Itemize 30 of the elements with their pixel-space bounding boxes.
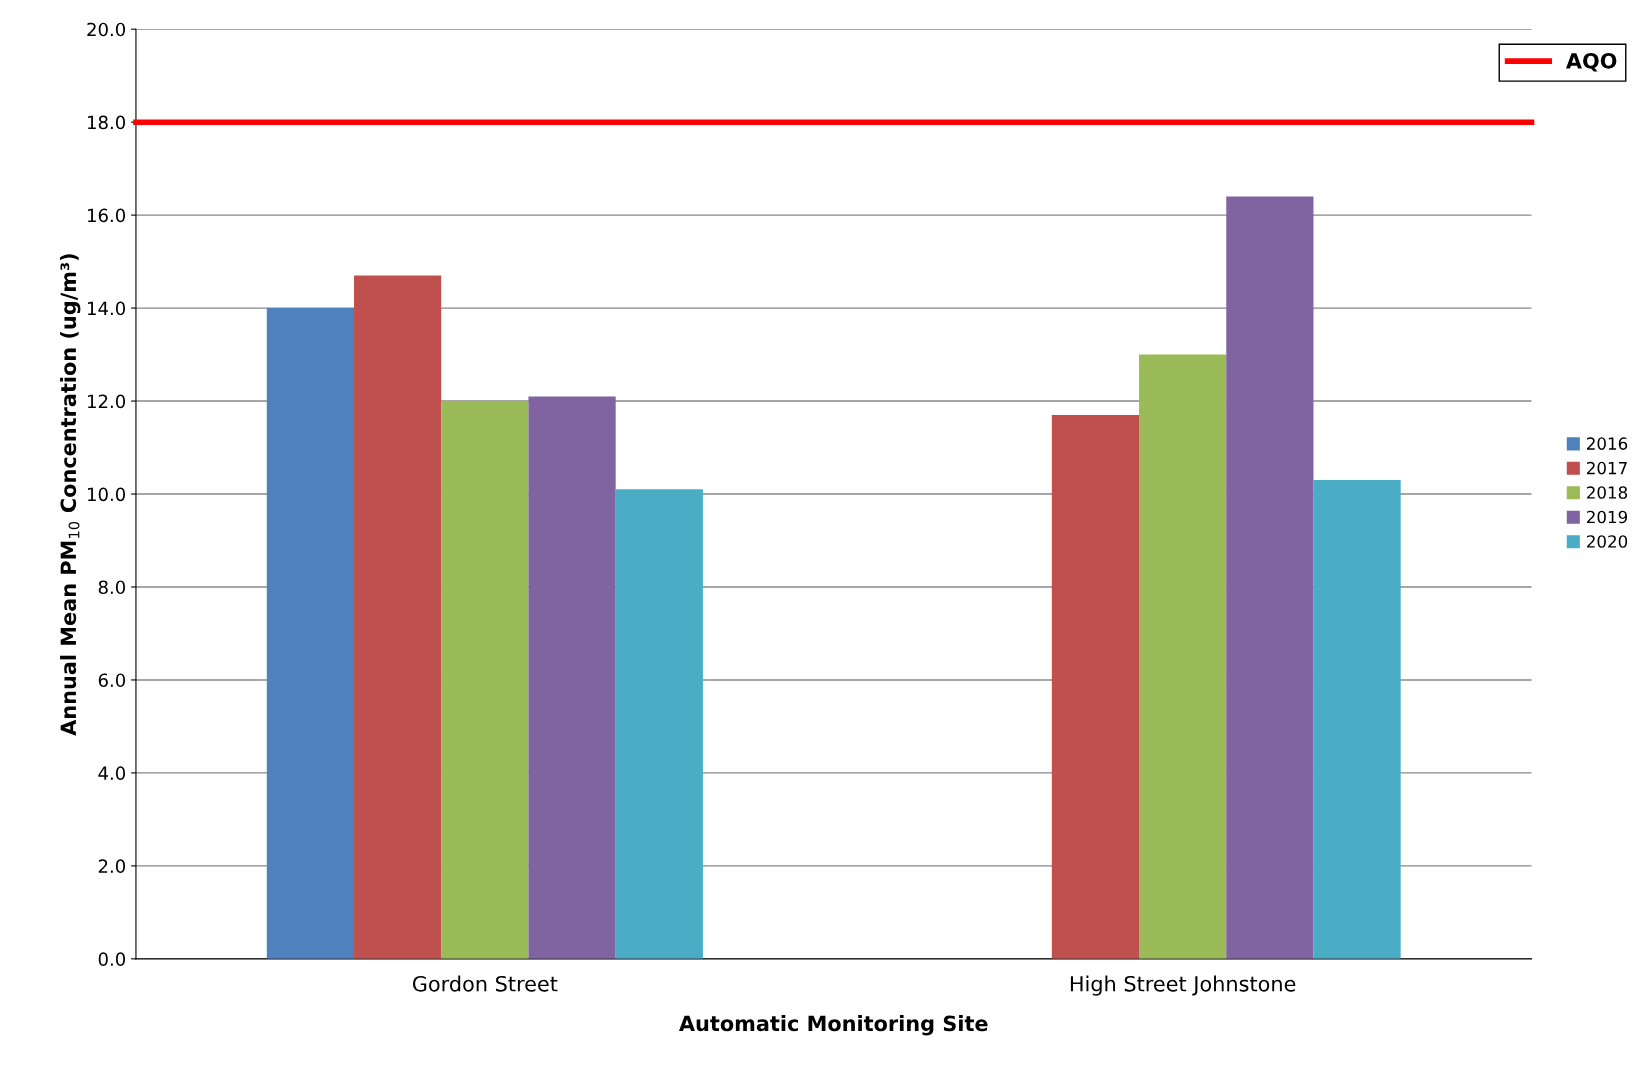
y-axis-title: Annual Mean PM$_{10}$ Concentration (ug/m³) [60, 254, 81, 736]
bar [1313, 480, 1401, 959]
y-tick-label: 8.0 [98, 580, 126, 595]
y-tick-label: 6.0 [98, 673, 126, 688]
bar [441, 401, 529, 959]
y-tick-label: 4.0 [98, 766, 126, 781]
y-tick-label: 12.0 [88, 394, 126, 409]
y-tick-label: 20.0 [87, 22, 126, 37]
x-tick-label: High Street Johnstone [1070, 975, 1296, 996]
legend-label: AQO [1566, 52, 1617, 72]
y-tick-label: 0.0 [98, 952, 126, 966]
bar [1139, 354, 1227, 959]
bar [528, 396, 616, 959]
legend-label: 2020 [1587, 535, 1628, 548]
legend-label: 2017 [1587, 461, 1627, 475]
bar [615, 489, 703, 959]
y-tick-label: 2.0 [98, 859, 126, 873]
y-tick-label: 14.0 [88, 301, 126, 316]
bar [1051, 415, 1140, 959]
legend-label: 2016 [1587, 437, 1628, 450]
y-tick-label: 16.0 [88, 208, 126, 223]
x-tick-label: Gordon Street [412, 975, 558, 992]
legend-label: 2018 [1587, 486, 1628, 499]
legend-label: 2019 [1587, 510, 1628, 524]
bar [1226, 196, 1314, 959]
y-tick-label: 18.0 [88, 115, 126, 130]
bar [354, 275, 442, 959]
y-tick-label: 10.0 [88, 487, 126, 502]
bar [266, 308, 355, 959]
x-axis-title: Automatic Monitoring Site [679, 1015, 988, 1036]
